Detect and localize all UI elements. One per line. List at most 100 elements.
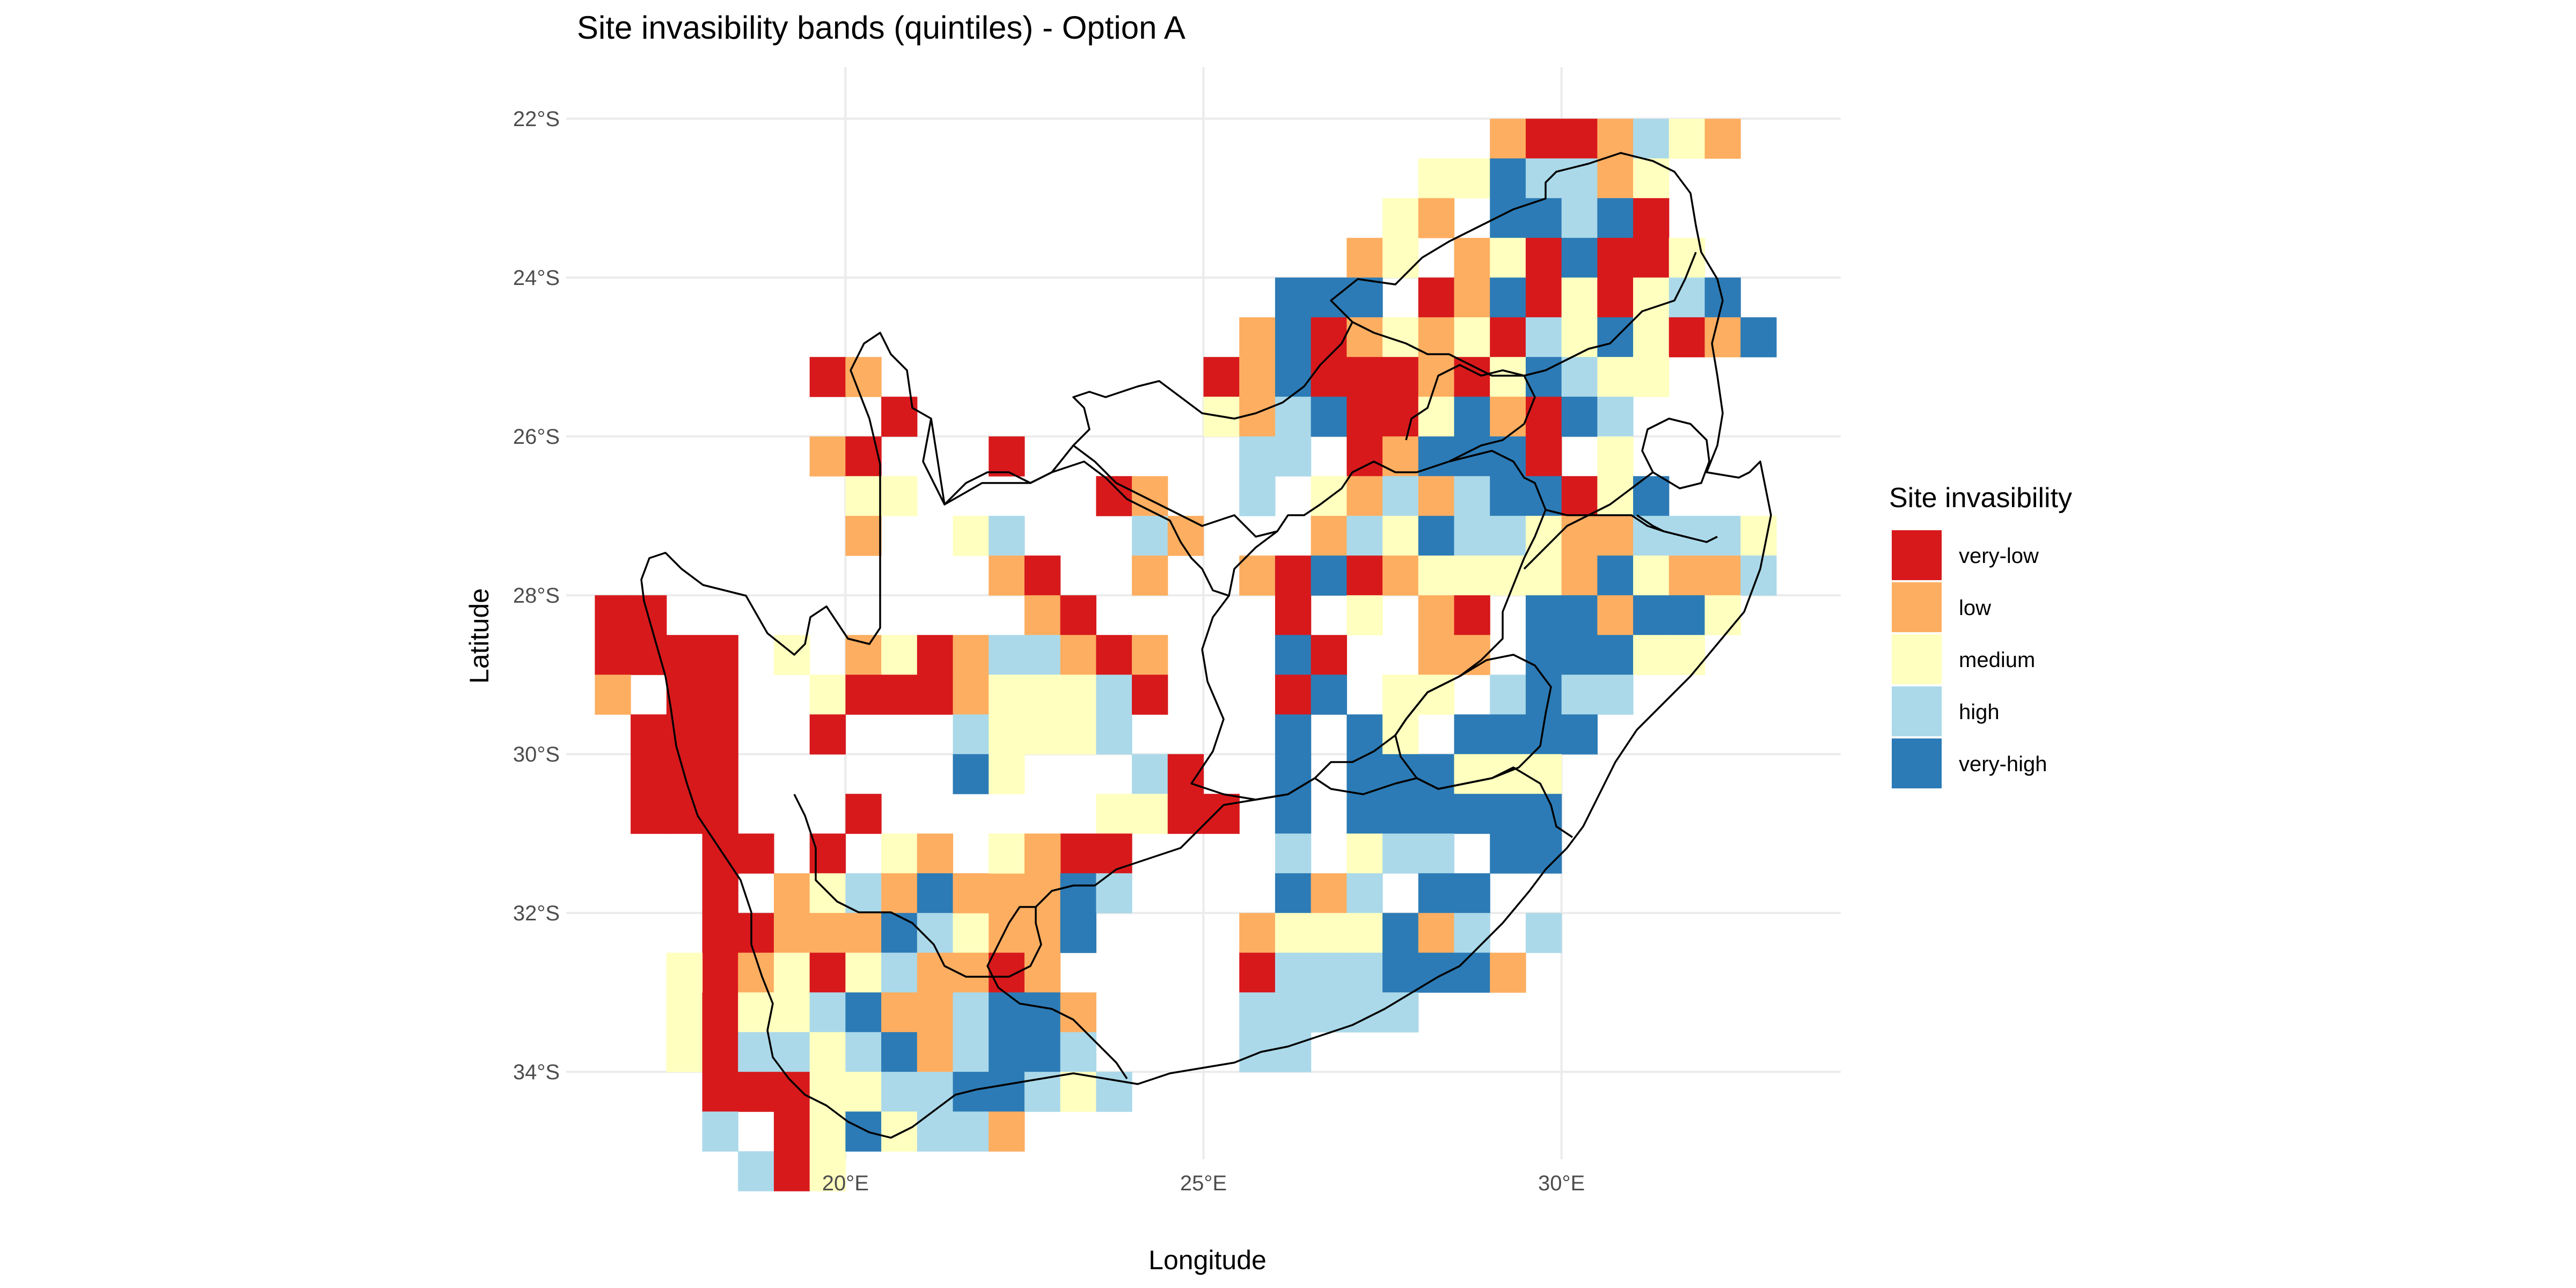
cell-very-high — [953, 754, 989, 794]
cell-low — [1704, 555, 1741, 596]
cell-very-low — [1633, 238, 1670, 278]
cell-medium — [1597, 436, 1634, 477]
cell-high — [1454, 913, 1490, 953]
cell-medium — [1382, 238, 1419, 278]
cell-very-low — [702, 714, 738, 755]
cell-very-low — [702, 794, 738, 834]
cell-medium — [1633, 555, 1670, 596]
cell-medium — [881, 476, 918, 516]
cell-high — [1597, 397, 1634, 437]
cell-high — [881, 1072, 918, 1112]
cell-medium — [1490, 238, 1526, 278]
western-cape-boundary — [793, 794, 1128, 1079]
eswatini-outline — [1641, 418, 1710, 489]
cell-low — [1239, 357, 1276, 397]
cell-low — [989, 555, 1025, 596]
cell-very-low — [1132, 675, 1168, 715]
cell-very-high — [1454, 953, 1490, 993]
cell-medium — [1561, 317, 1598, 357]
cell-very-low — [702, 873, 738, 913]
cell-very-high — [1597, 555, 1634, 596]
cell-very-low — [1275, 675, 1312, 715]
cell-high — [1525, 913, 1562, 953]
cell-very-low — [631, 754, 667, 794]
cell-medium — [953, 913, 989, 953]
cell-medium — [881, 635, 918, 675]
cell-very-high — [1346, 794, 1383, 834]
x-axis: 20°E 25°E 30°E Longitude — [822, 1172, 1585, 1275]
cell-low — [1418, 595, 1455, 635]
cell-medium — [1454, 317, 1490, 357]
cell-medium — [881, 1111, 918, 1152]
cell-very-high — [1490, 714, 1526, 755]
cell-low — [1490, 953, 1526, 993]
cell-medium — [809, 1032, 846, 1072]
cell-high — [1418, 833, 1455, 874]
cell-high — [1668, 277, 1706, 318]
cell-very-low — [595, 635, 631, 675]
gauteng-mpumalanga-boundary — [1405, 364, 1536, 463]
free-state-boundary — [1190, 450, 1547, 801]
cell-medium — [1490, 754, 1526, 794]
cell-very-high — [1382, 913, 1419, 953]
cell-low — [989, 913, 1025, 953]
cell-high — [917, 1111, 954, 1152]
cell-high — [989, 635, 1025, 675]
cell-low — [1418, 476, 1455, 516]
cell-very-high — [1418, 516, 1455, 556]
cell-low — [1418, 635, 1455, 675]
cell-medium — [666, 1032, 703, 1072]
invasibility-cells — [595, 119, 1777, 1191]
cell-high — [1561, 675, 1598, 715]
cell-very-low — [809, 953, 846, 993]
cell-high — [1275, 833, 1312, 874]
x-tick-labels: 20°E 25°E 30°E — [822, 1172, 1585, 1195]
cell-high — [1346, 516, 1383, 556]
cell-very-low — [1060, 595, 1096, 635]
cell-high — [1311, 992, 1347, 1033]
cell-high — [702, 1111, 738, 1152]
cell-very-low — [702, 1072, 738, 1112]
cell-very-low — [845, 436, 882, 477]
cell-high — [1346, 953, 1383, 993]
cell-high — [1275, 436, 1312, 477]
cell-very-low — [1525, 277, 1562, 318]
cell-very-high — [881, 913, 918, 953]
cell-high — [1346, 873, 1383, 913]
cell-low — [1418, 317, 1455, 357]
y-axis: 22°S 24°S 26°S 28°S 30°S 32°S 34°S Latitude — [464, 107, 560, 1084]
cell-very-low — [1525, 397, 1562, 437]
cell-medium — [1668, 635, 1706, 675]
cell-medium — [1633, 317, 1670, 357]
cell-very-high — [1311, 397, 1347, 437]
cell-very-low — [702, 992, 738, 1033]
cell-very-low — [1346, 397, 1383, 437]
cell-medium — [989, 714, 1025, 755]
cell-high — [881, 953, 918, 993]
y-axis-label: Latitude — [464, 588, 494, 684]
cell-low — [1561, 516, 1598, 556]
cell-medium — [1382, 198, 1419, 238]
cell-high — [845, 1032, 882, 1072]
chart-title: Site invasibility bands (quintiles) - Op… — [577, 10, 1185, 46]
cell-very-high — [1454, 794, 1490, 834]
y-tick-label: 24°S — [513, 266, 560, 290]
cell-low — [989, 1111, 1025, 1152]
cell-medium — [1418, 555, 1455, 596]
cell-medium — [1597, 476, 1634, 516]
cell-very-low — [881, 675, 918, 715]
cell-very-high — [1561, 397, 1598, 437]
cell-low — [1668, 555, 1706, 596]
cell-very-high — [1597, 198, 1634, 238]
cell-very-low — [666, 675, 703, 715]
cell-high — [1311, 953, 1347, 993]
cell-very-high — [917, 873, 954, 913]
cell-low — [1239, 913, 1276, 953]
cell-high — [1239, 476, 1276, 516]
cell-medium — [666, 992, 703, 1033]
cell-very-low — [989, 436, 1025, 477]
cell-medium — [1454, 555, 1490, 596]
cell-medium — [773, 953, 810, 993]
cell-very-high — [1275, 754, 1312, 794]
cell-very-high — [989, 992, 1025, 1033]
